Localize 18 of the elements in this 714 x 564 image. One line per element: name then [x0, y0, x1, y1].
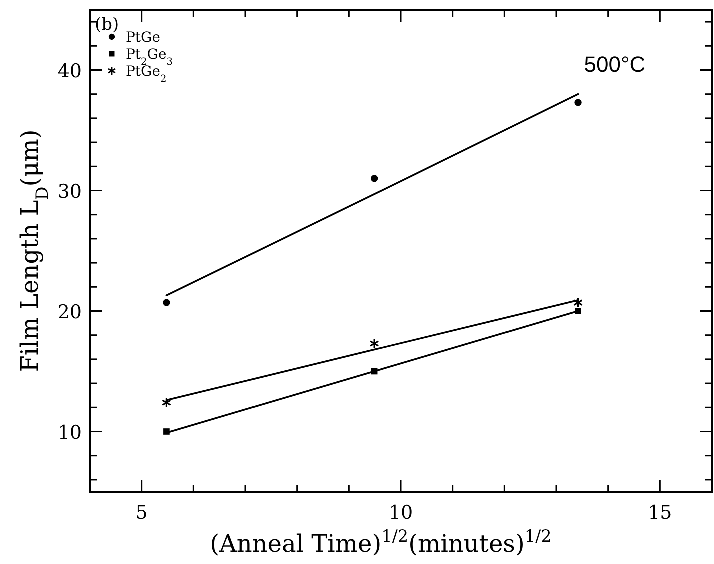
legend-label: PtGe — [126, 30, 161, 46]
annotation: (b) — [95, 15, 120, 35]
point — [370, 175, 378, 182]
x-tick-label: 15 — [648, 502, 672, 524]
point — [162, 397, 172, 408]
y-tick-label: 20 — [58, 301, 82, 324]
legend-label: PtGe$_{2}$ — [126, 64, 167, 84]
point — [574, 99, 582, 106]
x-axis-title: (Anneal Time)$^{1/2}$(minutes)$^{1/2}$ — [210, 526, 552, 558]
point — [163, 299, 170, 306]
point — [573, 297, 584, 308]
y-tick-label: 10 — [58, 422, 82, 444]
x-tick-label: 5 — [136, 502, 148, 524]
y-tick-label: 30 — [58, 180, 82, 203]
annotation: 500°C — [584, 52, 646, 77]
y-tick-label: 40 — [58, 60, 82, 82]
point — [370, 338, 380, 350]
x-tick-label: 10 — [388, 502, 414, 524]
